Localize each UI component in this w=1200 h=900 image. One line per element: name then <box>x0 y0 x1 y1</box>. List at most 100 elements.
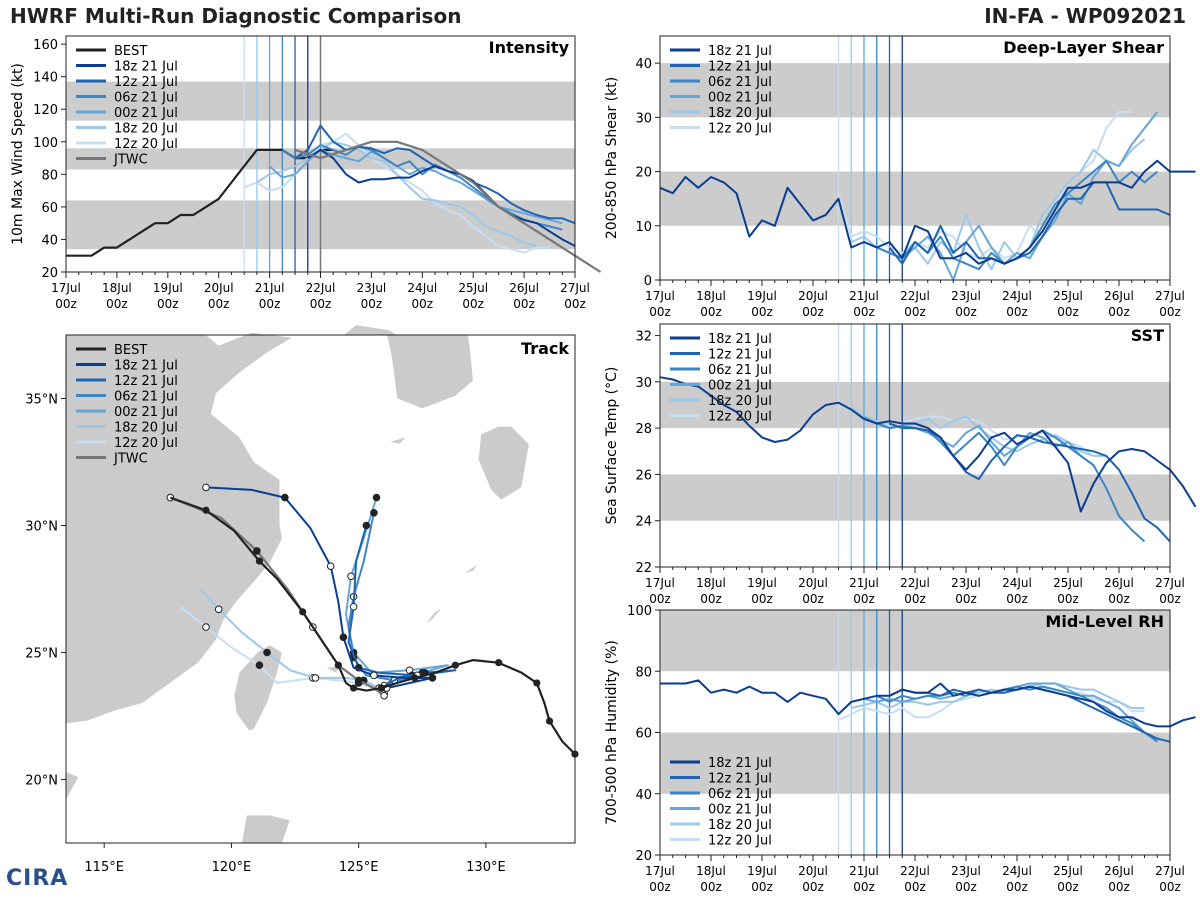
ytick-label-rh: 100 <box>627 604 652 619</box>
xtick-sublabel-sst: 00z <box>1006 592 1028 606</box>
xtick-sublabel-sst: 00z <box>649 592 671 606</box>
xtick-label-shear: 25Jul <box>1053 289 1083 303</box>
ytick-label-rh: 40 <box>635 788 652 803</box>
xtick-label-rh: 26Jul <box>1104 864 1134 878</box>
xtick-sublabel-intensity: 00z <box>310 297 332 311</box>
xtick-sublabel-sst: 00z <box>853 592 875 606</box>
ytick-label-intensity: 140 <box>33 71 58 86</box>
track-0 <box>179 606 385 694</box>
track-marker <box>339 633 348 642</box>
panel-title-track: Track <box>521 339 569 358</box>
xtick-label-rh: 27Jul <box>1155 864 1185 878</box>
xtick-label-shear: 26Jul <box>1104 289 1134 303</box>
legend-label-track: 12z 21 Jul <box>114 374 178 389</box>
xtick-sublabel-shear: 00z <box>1108 305 1130 319</box>
ytick-label-shear: 20 <box>635 166 652 181</box>
legend-label-intensity: 12z 20 Jul <box>114 137 178 152</box>
xtick-sublabel-shear: 00z <box>751 305 773 319</box>
xtick-label-shear: 18Jul <box>696 289 726 303</box>
ytick-label-shear: 0 <box>644 274 652 289</box>
track-marker <box>362 521 371 530</box>
xtick-sublabel-shear: 00z <box>1006 305 1028 319</box>
xtick-label-shear: 23Jul <box>951 289 981 303</box>
xtick-label-intensity: 27Jul <box>560 281 590 295</box>
xtick-sublabel-intensity: 00z <box>564 297 586 311</box>
track-marker-best <box>299 608 307 616</box>
ytick-label-rh: 60 <box>635 727 652 742</box>
xtick-label-intensity: 17Jul <box>51 281 81 295</box>
track-marker <box>202 623 210 631</box>
xtick-label-shear: 19Jul <box>747 289 777 303</box>
legend-label-track: 18z 21 Jul <box>114 359 178 374</box>
track-marker <box>347 572 355 581</box>
legend-label-rh: 18z 21 Jul <box>708 756 772 771</box>
xtick-label-intensity: 21Jul <box>255 281 285 295</box>
land-china-mainland <box>65 332 294 724</box>
ytick-label-rh: 20 <box>635 849 652 864</box>
track-marker <box>372 493 381 502</box>
xtick-label-sst: 22Jul <box>900 576 930 590</box>
band-sst-0 <box>660 474 1170 521</box>
xtick-label-intensity: 22Jul <box>306 281 336 295</box>
ytick-label-sst: 30 <box>635 376 652 391</box>
xtick-label-sst: 19Jul <box>747 576 777 590</box>
ylabel-sst: Sea Surface Temp (°C) <box>604 367 620 525</box>
xtick-sublabel-rh: 00z <box>802 880 824 894</box>
xtick-sublabel-intensity: 00z <box>55 297 77 311</box>
track-marker-best <box>411 674 419 682</box>
track-marker-best <box>334 661 342 669</box>
ytick-label-intensity: 100 <box>33 136 58 151</box>
xtick-label-intensity: 24Jul <box>407 281 437 295</box>
legend-label-sst: 18z 21 Jul <box>708 332 772 347</box>
panel-title-sst: SST <box>1131 326 1164 345</box>
xtick-label-sst: 20Jul <box>798 576 828 590</box>
legend-label-intensity: 00z 21 Jul <box>114 106 178 121</box>
legend-label-sst: 12z 20 Jul <box>708 410 772 425</box>
ytick-label-sst: 22 <box>635 561 652 576</box>
xtick-sublabel-rh: 00z <box>649 880 671 894</box>
xtick-label-rh: 21Jul <box>849 864 879 878</box>
track-marker-best <box>545 717 554 725</box>
xtick-sublabel-intensity: 00z <box>106 297 128 311</box>
ytick-label-rh: 80 <box>635 665 652 680</box>
legend-label-shear: 06z 21 Jul <box>708 75 772 90</box>
series-rh-5 <box>660 679 1196 728</box>
xtick-sublabel-rh: 00z <box>1057 880 1079 894</box>
xtick-sublabel-rh: 00z <box>1108 880 1130 894</box>
ytick-label-track: 25°N <box>25 647 58 662</box>
series-shear-5 <box>659 159 1196 265</box>
xtick-label-rh: 20Jul <box>798 864 828 878</box>
ytick-label-track: 20°N <box>25 774 58 789</box>
xtick-sublabel-sst: 00z <box>1057 592 1079 606</box>
legend-label-intensity: 06z 21 Jul <box>114 91 178 106</box>
xtick-sublabel-rh: 00z <box>1006 880 1028 894</box>
track-marker <box>326 562 335 570</box>
series-sst-5 <box>659 376 1197 513</box>
ytick-label-sst: 32 <box>635 330 652 345</box>
land-kyushu <box>477 426 530 501</box>
xtick-label-intensity: 26Jul <box>509 281 539 295</box>
xtick-sublabel-shear: 00z <box>700 305 722 319</box>
ytick-label-sst: 26 <box>635 468 652 483</box>
xtick-sublabel-rh: 00z <box>853 880 875 894</box>
xtick-label-intensity: 19Jul <box>153 281 183 295</box>
band-rh-1 <box>660 610 1170 672</box>
track-marker-best <box>451 661 459 669</box>
ytick-label-shear: 40 <box>635 57 652 72</box>
track-marker <box>255 661 264 670</box>
legend-label-track: 00z 21 Jul <box>114 405 178 420</box>
frame-track <box>65 334 576 844</box>
legend-label-sst: 00z 21 Jul <box>708 379 772 394</box>
xtick-label-sst: 18Jul <box>696 576 726 590</box>
xtick-label-rh: 17Jul <box>645 864 675 878</box>
cira-logo: CIRA <box>6 866 68 891</box>
ytick-label-shear: 30 <box>635 111 652 126</box>
legend-label-intensity: BEST <box>114 44 147 59</box>
track-marker <box>253 547 261 555</box>
legend-label-rh: 12z 20 Jul <box>708 834 772 849</box>
xtick-label-rh: 22Jul <box>900 864 930 878</box>
xtick-sublabel-shear: 00z <box>955 305 977 319</box>
series-rh-3 <box>876 685 1158 743</box>
track-marker <box>354 676 363 685</box>
cira-logo-text: CIRA <box>6 866 69 891</box>
